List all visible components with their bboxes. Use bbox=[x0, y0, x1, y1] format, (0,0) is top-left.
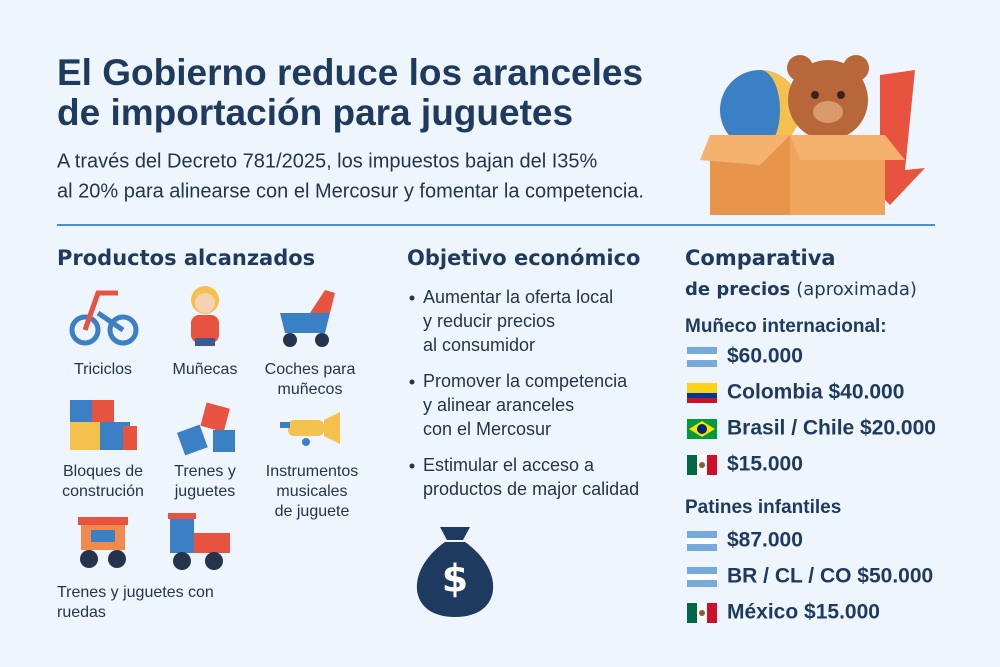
group-title: Patines infantiles bbox=[685, 497, 841, 518]
flag-emblem bbox=[699, 462, 705, 468]
flag-stripe bbox=[687, 574, 717, 580]
flag bbox=[687, 603, 717, 623]
price-row: $60.000 bbox=[727, 345, 803, 368]
price-row: $87.000 bbox=[727, 529, 803, 552]
price-row: BR / CL / CO $50.000 bbox=[727, 565, 933, 588]
title: El Gobierno reduce los aranceles bbox=[57, 52, 643, 93]
product-label: musicales bbox=[276, 483, 347, 500]
bullet-dot bbox=[409, 463, 415, 469]
heading-note: (aproximada) bbox=[796, 279, 917, 300]
product-label: Muñecas bbox=[173, 361, 238, 378]
flag-stripe bbox=[687, 383, 717, 393]
flag-stripe bbox=[707, 603, 717, 623]
product-label: de juguete bbox=[275, 503, 350, 520]
product-label: construción bbox=[62, 483, 144, 500]
product-label: ruedas bbox=[57, 604, 106, 621]
bullet-text: y reducir precios bbox=[423, 311, 555, 331]
product-label: juguetes bbox=[174, 483, 236, 500]
flag-stripe bbox=[687, 354, 717, 360]
product-label: muñecos bbox=[278, 381, 343, 398]
bullet-text: Estimular el acceso a bbox=[423, 455, 595, 475]
flag-emblem bbox=[699, 610, 705, 616]
flag-stripe bbox=[687, 455, 697, 475]
money-bag: $ bbox=[416, 527, 494, 617]
svg-text:$: $ bbox=[442, 557, 468, 601]
title: de importación para juguetes bbox=[57, 92, 573, 133]
header-illustration bbox=[700, 55, 925, 215]
price-row: México $15.000 bbox=[727, 601, 880, 624]
product-label: Bloques de bbox=[63, 463, 143, 480]
group-title: Muñeco internacional: bbox=[685, 316, 887, 337]
price-row: $15.000 bbox=[727, 453, 803, 476]
section-heading: de precios (aproximada) bbox=[685, 279, 917, 300]
price-row: Brasil / Chile $20.000 bbox=[727, 417, 936, 440]
product-label: Trenes y juguetes con bbox=[57, 584, 214, 601]
heading-bold: de precios bbox=[685, 279, 790, 300]
product-label: Coches para bbox=[265, 361, 356, 378]
bullet-text: Aumentar la oferta local bbox=[423, 287, 613, 307]
flag-stripe bbox=[687, 398, 717, 403]
flag-stripe bbox=[687, 603, 697, 623]
bullet-text: y alinear aranceles bbox=[423, 395, 574, 415]
section-heading: Objetivo económico bbox=[407, 246, 640, 270]
flag bbox=[687, 567, 717, 587]
flag bbox=[687, 531, 717, 551]
price-row: Colombia $40.000 bbox=[727, 381, 904, 404]
section-heading: Comparativa bbox=[685, 246, 836, 270]
flag-stripe bbox=[707, 455, 717, 475]
flag-stripe bbox=[687, 393, 717, 398]
subtitle: al 20% para alinearse con el Mercosur y … bbox=[57, 180, 644, 202]
bullet-text: Promover la competencia bbox=[423, 371, 628, 391]
flag-stripe bbox=[687, 538, 717, 544]
section-heading: Productos alcanzados bbox=[57, 246, 315, 270]
bullet-text: productos de major calidad bbox=[423, 479, 639, 499]
flag bbox=[687, 455, 717, 475]
bullet-dot bbox=[409, 295, 415, 301]
flag-circle bbox=[697, 424, 707, 434]
flag bbox=[687, 347, 717, 367]
bullet-dot bbox=[409, 379, 415, 385]
product-label: Trenes y bbox=[174, 463, 236, 480]
flag bbox=[687, 419, 717, 439]
bullet-text: al consumidor bbox=[423, 335, 535, 355]
bullet-text: con el Mercosur bbox=[423, 419, 551, 439]
product-label: Triciclos bbox=[74, 361, 132, 378]
product-icons bbox=[69, 286, 340, 570]
product-label: Instrumentos bbox=[266, 463, 358, 480]
subtitle: A través del Decreto 781/2025, los impue… bbox=[57, 150, 598, 172]
flag bbox=[687, 383, 717, 403]
